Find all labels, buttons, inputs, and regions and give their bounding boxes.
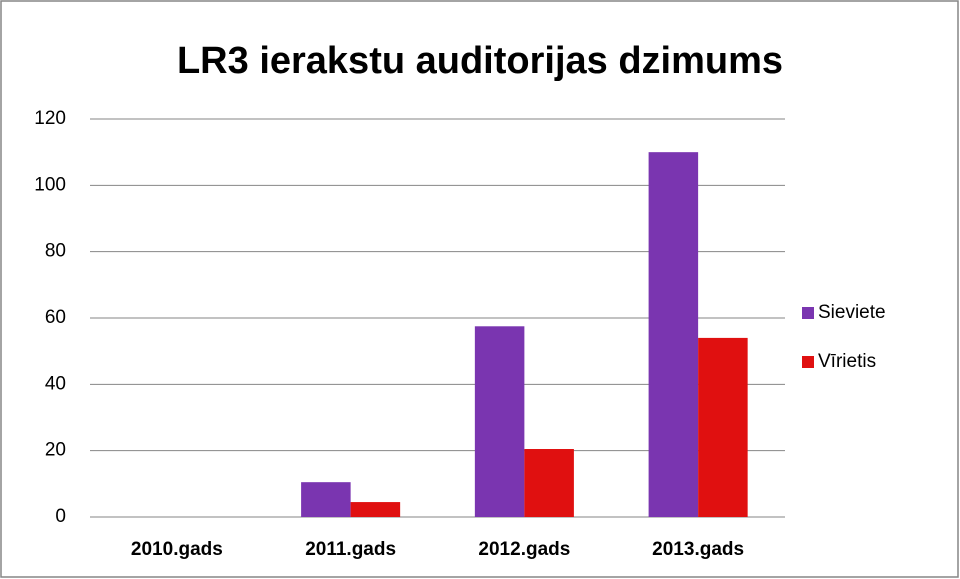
x-tick-label: 2010.gads [131, 539, 223, 560]
bar [698, 337, 748, 517]
legend-swatch [802, 356, 814, 368]
bar [524, 449, 574, 517]
bar [350, 502, 401, 517]
x-tick-label: 2012.gads [478, 539, 570, 560]
bar [648, 152, 699, 517]
y-tick-label: 120 [34, 108, 66, 129]
x-tick-label: 2013.gads [652, 539, 744, 560]
legend-label: Sieviete [818, 302, 886, 323]
x-tick-label: 2011.gads [305, 539, 396, 560]
bar [474, 326, 525, 517]
bar [301, 482, 351, 517]
legend-swatch [802, 307, 814, 319]
y-tick-label: 100 [34, 174, 66, 195]
chart-title: LR3 ierakstu auditorijas dzimums [177, 40, 783, 82]
y-tick-label: 20 [45, 440, 66, 461]
y-tick-label: 40 [45, 373, 66, 394]
y-tick-label: 60 [45, 307, 66, 328]
legend-label: Vīrietis [818, 351, 876, 372]
y-tick-label: 0 [55, 506, 66, 527]
y-tick-label: 80 [45, 241, 66, 262]
